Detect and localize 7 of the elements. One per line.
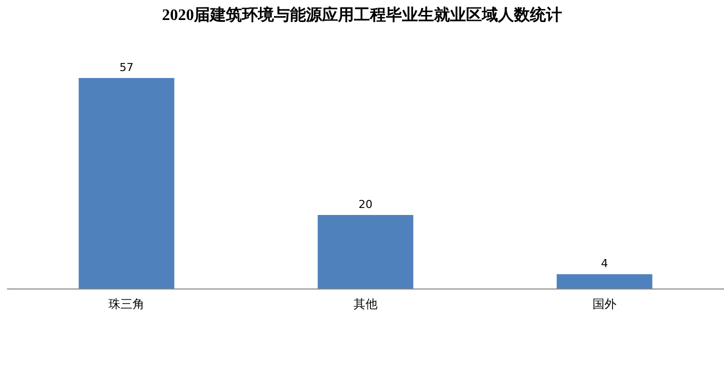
data-label: 57 (120, 61, 134, 74)
x-tick-label: 国外 (592, 297, 616, 311)
data-label: 4 (601, 257, 608, 270)
chart-title: 2020届建筑环境与能源应用工程毕业生就业区域人数统计 (162, 5, 562, 24)
x-tick-label: 其他 (354, 297, 378, 311)
x-tick-label: 珠三角 (108, 297, 144, 311)
data-label: 20 (358, 198, 372, 211)
